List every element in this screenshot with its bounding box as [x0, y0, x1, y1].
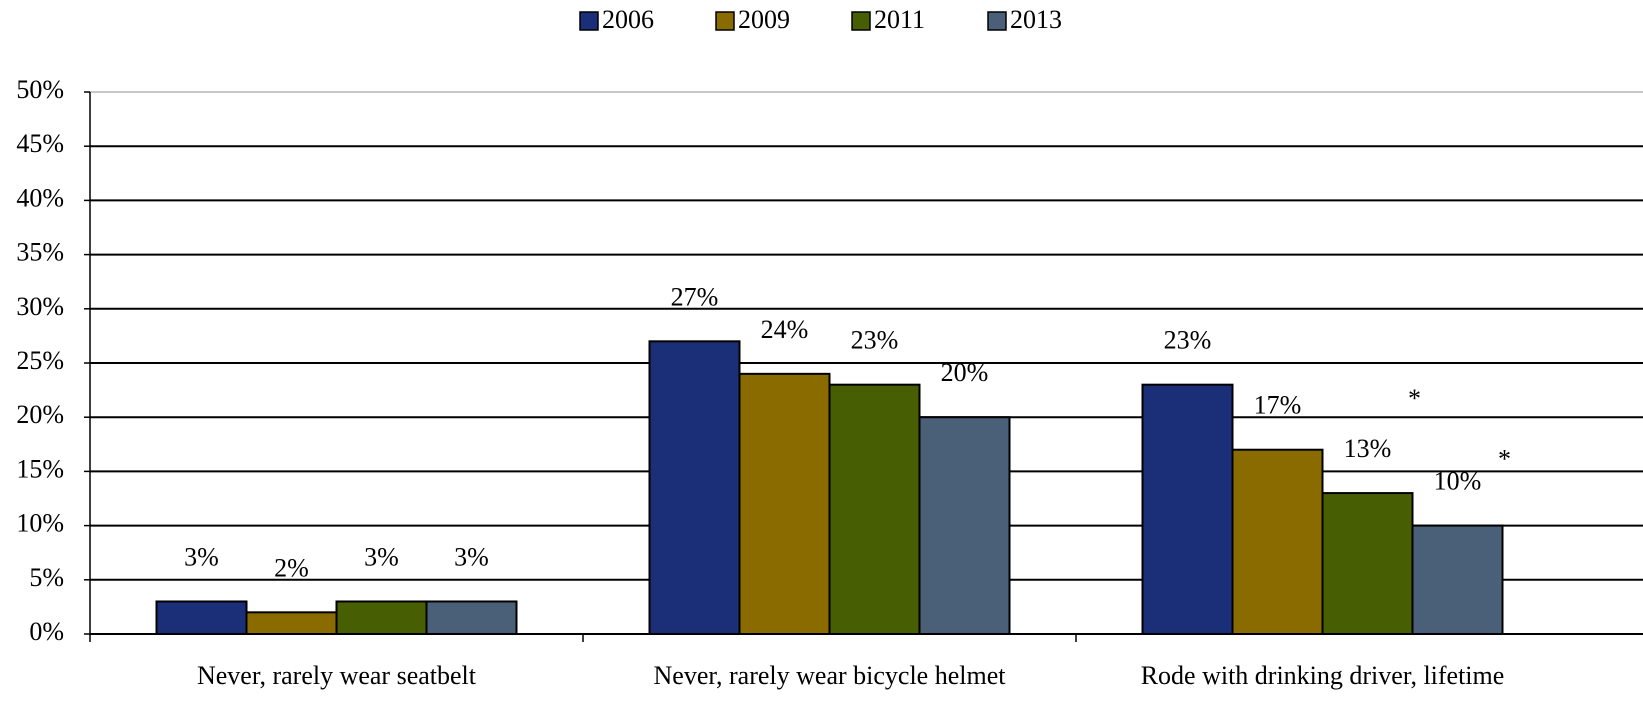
legend-label: 2013: [1010, 5, 1062, 34]
data-label: 20%: [941, 358, 989, 387]
data-label: 10%: [1434, 467, 1482, 496]
data-label: 3%: [454, 542, 489, 571]
legend-swatch: [987, 11, 1007, 31]
bar: [425, 600, 518, 635]
legend-label: 2011: [874, 5, 925, 34]
x-tick-label: Never, rarely wear bicycle helmet: [654, 661, 1007, 690]
y-tick-label: 5%: [29, 563, 64, 592]
bar: [738, 372, 831, 635]
bar: [1321, 492, 1414, 635]
bar: [1141, 383, 1234, 635]
legend-swatch: [715, 11, 735, 31]
y-tick-label: 0%: [29, 617, 64, 646]
data-label: 24%: [761, 315, 809, 344]
data-label: 3%: [184, 542, 219, 571]
y-tick-label: 30%: [16, 292, 64, 321]
bar: [648, 340, 741, 635]
x-tick-label: Rode with drinking driver, lifetime: [1141, 661, 1505, 690]
bar: [155, 600, 248, 635]
y-tick-label: 15%: [16, 454, 64, 483]
y-tick-label: 20%: [16, 400, 64, 429]
data-label: 3%: [364, 542, 399, 571]
x-tick-label: Never, rarely wear seatbelt: [197, 661, 477, 690]
bar: [335, 600, 428, 635]
annotation: *: [1408, 384, 1421, 413]
bar: [1231, 448, 1324, 635]
bar: [918, 416, 1011, 636]
data-label: 23%: [851, 326, 899, 355]
bar: [1411, 524, 1504, 635]
legend-swatch: [851, 11, 871, 31]
legend-swatch: [579, 11, 599, 31]
data-label: 2%: [274, 553, 309, 582]
data-label: 23%: [1164, 326, 1212, 355]
data-label: 13%: [1344, 434, 1392, 463]
y-tick-label: 40%: [16, 183, 64, 212]
data-label: 27%: [671, 282, 719, 311]
y-tick-label: 25%: [16, 346, 64, 375]
annotation: *: [1498, 445, 1511, 474]
legend-label: 2009: [738, 5, 790, 34]
legend-label: 2006: [602, 5, 654, 34]
y-tick-label: 50%: [16, 75, 64, 104]
bar: [828, 383, 921, 635]
bar: [245, 611, 338, 636]
y-tick-label: 10%: [16, 509, 64, 538]
y-tick-label: 45%: [16, 129, 64, 158]
y-tick-label: 35%: [16, 238, 64, 267]
data-label: 17%: [1254, 391, 1302, 420]
